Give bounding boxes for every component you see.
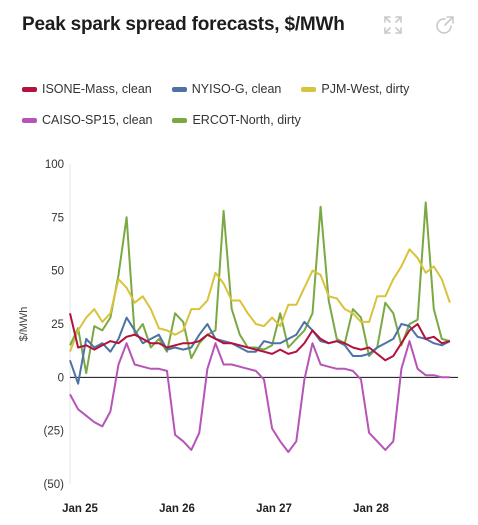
- series-line-pjm: [69, 248, 451, 353]
- x-tick-label: Jan 27: [256, 503, 292, 515]
- legend-swatch: [171, 86, 187, 92]
- line-chart: 100 75 50 25 0 (25) (50) $/MWh Jan 25 Jan 26 Jan 2…: [0, 150, 478, 520]
- expand-icon[interactable]: [382, 14, 404, 36]
- series-line-nyiso: [69, 316, 451, 385]
- legend-item-ercot[interactable]: ERCOT-North, dirty: [172, 113, 301, 127]
- x-tick-label: Jan 26: [159, 503, 195, 515]
- legend-item-isone[interactable]: ISONE-Mass, clean: [22, 82, 152, 96]
- series-line-ercot: [69, 201, 451, 375]
- legend-item-nyiso[interactable]: NYISO-G, clean: [171, 82, 282, 96]
- x-tick-label: Jan 28: [353, 503, 389, 515]
- y-tick-label: 25: [51, 319, 64, 331]
- y-tick-label: (25): [44, 426, 65, 438]
- external-link-icon[interactable]: [434, 14, 456, 36]
- series-line-caiso: [69, 340, 450, 453]
- legend-swatch: [301, 86, 317, 92]
- y-tick-label: 75: [51, 212, 64, 224]
- y-tick-label: 100: [45, 159, 64, 171]
- legend-label: CAISO-SP15, clean: [42, 113, 153, 127]
- y-tick-label: 50: [51, 266, 64, 278]
- chart-legend: ISONE-Mass, clean NYISO-G, clean PJM-Wes…: [22, 78, 462, 140]
- legend-swatch: [22, 86, 37, 92]
- chart-svg: 100 75 50 25 0 (25) (50) $/MWh Jan 25 Jan 26 Jan 2…: [18, 159, 458, 515]
- series-line-isone: [69, 313, 451, 362]
- legend-item-pjm[interactable]: PJM-West, dirty: [301, 82, 409, 96]
- y-tick-label: (50): [44, 479, 65, 491]
- y-tick-label: 0: [58, 372, 64, 384]
- card-header: Peak spark spread forecasts, $/MWh: [22, 12, 458, 38]
- legend-swatch: [22, 117, 37, 123]
- x-tick-label: Jan 25: [62, 503, 98, 515]
- legend-swatch: [172, 117, 188, 123]
- legend-item-caiso[interactable]: CAISO-SP15, clean: [22, 113, 152, 127]
- y-axis-title: $/MWh: [18, 307, 30, 342]
- legend-label: ERCOT-North, dirty: [192, 113, 301, 127]
- legend-label: PJM-West, dirty: [321, 82, 410, 96]
- legend-label: NYISO-G, clean: [191, 82, 282, 96]
- chart-title: Peak spark spread forecasts, $/MWh: [22, 14, 345, 35]
- legend-label: ISONE-Mass, clean: [42, 82, 152, 96]
